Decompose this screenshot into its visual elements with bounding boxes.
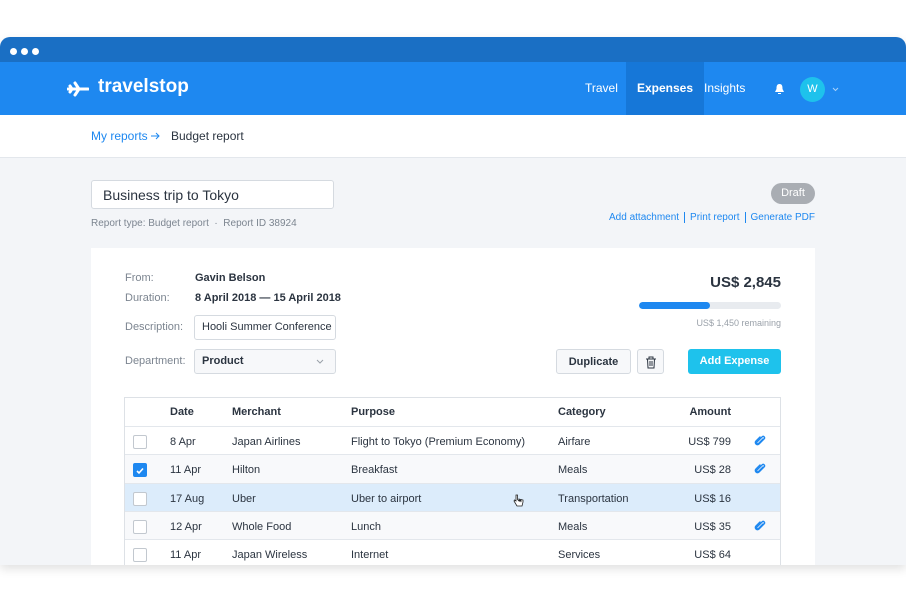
row-checkbox[interactable] — [133, 463, 147, 478]
cell-purpose: Flight to Tokyo (Premium Economy) — [351, 436, 526, 448]
logo[interactable]: travelstop — [98, 76, 189, 97]
row-checkbox[interactable] — [133, 519, 147, 534]
window-dot — [32, 48, 39, 55]
paperclip — [754, 435, 766, 446]
cell-merchant: Uber — [232, 492, 256, 505]
cell-merchant: Hilton — [232, 464, 261, 477]
cell-date: 12 Apr — [170, 520, 202, 533]
cell-category: Meals — [558, 464, 588, 477]
window-titlebar — [0, 37, 906, 62]
nav-link[interactable]: Travel — [585, 81, 618, 95]
cell-merchant: Japan Wireless — [232, 549, 308, 562]
breadcrumb-link[interactable]: My reports — [91, 129, 148, 143]
navbar: travelstop Travel Expenses Insights W — [0, 62, 906, 115]
attachment-icon[interactable] — [754, 462, 766, 481]
browser-window: travelstop Travel Expenses Insights W My r… — [0, 37, 906, 565]
cell-category: Meals — [558, 520, 588, 533]
column-header: Category — [558, 406, 606, 418]
cell-amount: US$ 16 — [694, 492, 731, 505]
field-value: 8 April 2018 — 15 April 2018 — [195, 292, 341, 304]
report-action-link[interactable]: Generate PDF — [744, 212, 815, 223]
logo-icon — [67, 81, 89, 97]
delete-button[interactable] — [637, 349, 664, 374]
cell-purpose: Breakfast — [351, 464, 398, 477]
budget-progress — [639, 302, 781, 309]
add-expense-button[interactable]: Add Expense — [688, 349, 781, 374]
column-header: Amount — [689, 406, 731, 418]
attachment-icon[interactable] — [754, 519, 766, 538]
cell-purpose: Lunch — [351, 520, 381, 533]
chevron-icon[interactable] — [832, 87, 839, 92]
breadcrumb-current: Budget report — [171, 129, 244, 143]
cell-date: 11 Apr — [170, 464, 201, 477]
paperclip — [754, 520, 766, 531]
cell-amount: US$ 35 — [694, 520, 731, 533]
cell-amount: US$ 799 — [688, 436, 731, 448]
cell-date: 17 Aug — [170, 492, 205, 505]
window-dot — [10, 48, 17, 55]
status-badge: Draft — [771, 183, 815, 204]
breadcrumb-arrow — [151, 132, 160, 140]
cell-category: Transportation — [558, 492, 629, 505]
field-label: Duration: — [125, 292, 170, 304]
expense-table: Date Merchant Purpose Category Amount 8 Apr Ja… — [124, 397, 781, 565]
window-dot — [21, 48, 28, 55]
field-label: Department: — [125, 355, 186, 367]
cell-category: Airfare — [558, 436, 591, 448]
table-row[interactable]: 12 Apr Whole Food Lunch Meals US$ 35 — [125, 510, 780, 540]
report-title-input[interactable]: Business trip to Tokyo — [91, 180, 334, 209]
column-header: Purpose — [351, 406, 396, 418]
cell-purpose: Internet — [351, 549, 389, 562]
report-action-link[interactable]: Print report — [684, 212, 744, 223]
cell-date: 11 Apr — [170, 549, 201, 562]
description-input[interactable]: Hooli Summer Conference — [194, 315, 336, 340]
total-amount: US$ 2,845 — [710, 274, 781, 291]
attachment-icon[interactable] — [754, 434, 766, 453]
column-header: Date — [170, 406, 194, 418]
row-checkbox[interactable] — [133, 435, 147, 449]
nav-link[interactable]: Insights — [704, 81, 746, 95]
field-label: From: — [125, 272, 154, 284]
department-select[interactable]: Product — [194, 349, 336, 374]
select-chevron — [316, 359, 324, 364]
paperclip — [754, 464, 766, 474]
field-value: Gavin Belson — [195, 272, 266, 284]
table-row[interactable]: 17 Aug Uber Uber to airport Transportation U… — [125, 482, 780, 512]
breadcrumb-bar: My reports Budget report — [0, 115, 906, 158]
report-meta: Report type: Budget report · Report ID 3… — [91, 218, 297, 229]
report-actions: Add attachment Print report Generate PDF — [604, 212, 815, 223]
report-card: From: Gavin Belson Duration: 8 April 2018 —… — [91, 248, 815, 565]
cell-date: 8 Apr — [170, 436, 196, 448]
cell-merchant: Japan Airlines — [232, 436, 301, 448]
report-action-link[interactable]: Add attachment — [609, 212, 680, 223]
bell-icon[interactable] — [774, 83, 785, 95]
trash-icon — [645, 356, 656, 369]
table-header: Date Merchant Purpose Category Amount — [125, 398, 780, 426]
avatar[interactable]: W — [800, 77, 825, 102]
budget-progress-fill — [639, 302, 710, 309]
check-icon — [136, 468, 144, 475]
remaining-amount: US$ 1,450 remaining — [696, 318, 781, 328]
nav-link[interactable]: Expenses — [626, 62, 705, 115]
column-header: Merchant — [232, 406, 281, 418]
row-checkbox[interactable] — [133, 491, 147, 506]
cell-purpose: Uber to airport — [351, 492, 422, 505]
cursor-icon — [513, 494, 524, 507]
cell-amount: US$ 64 — [694, 549, 731, 562]
cell-merchant: Whole Food — [232, 520, 292, 533]
table-row[interactable]: 11 Apr Hilton Breakfast Meals US$ 28 — [125, 454, 780, 484]
cell-category: Services — [558, 549, 601, 562]
table-row[interactable]: 8 Apr Japan Airlines Flight to Tokyo (Prem… — [125, 426, 780, 455]
duplicate-button[interactable]: Duplicate — [556, 349, 631, 374]
field-label: Description: — [125, 321, 184, 333]
table-row[interactable]: 11 Apr Japan Wireless Internet Services US$ … — [125, 539, 780, 565]
row-checkbox[interactable] — [133, 548, 147, 563]
cell-amount: US$ 28 — [694, 464, 731, 477]
